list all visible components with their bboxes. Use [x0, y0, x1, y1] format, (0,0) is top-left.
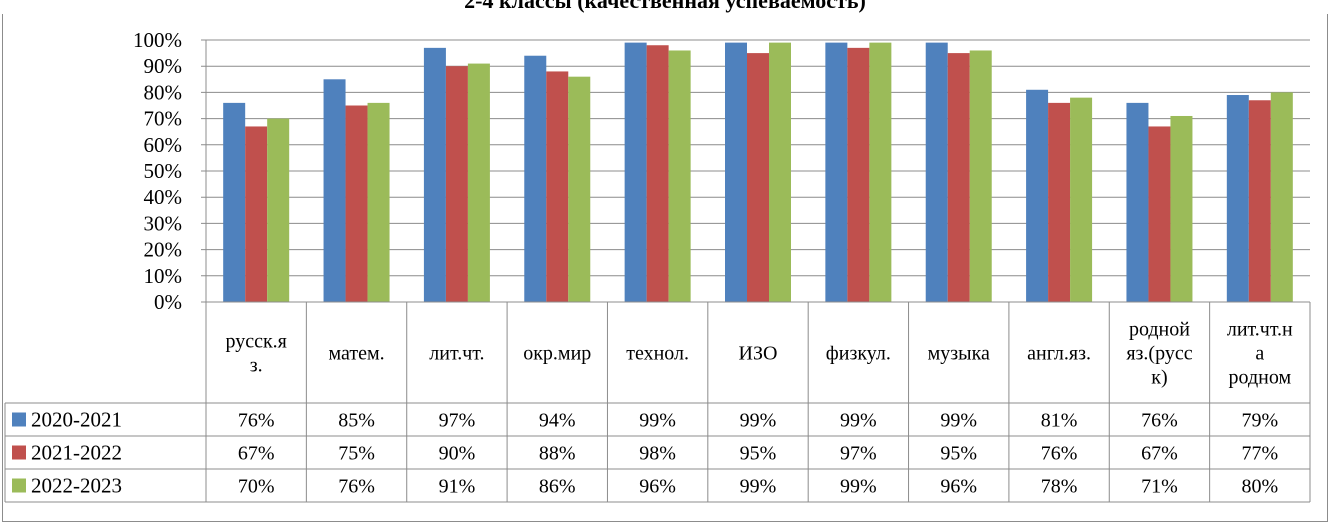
bar — [1248, 100, 1271, 302]
data-table-value: 85% — [338, 410, 375, 432]
bar — [467, 63, 490, 302]
bar — [423, 47, 446, 302]
data-table-value: 99% — [740, 410, 777, 432]
bar — [747, 53, 769, 302]
data-table-value: 98% — [639, 443, 676, 465]
bar — [847, 47, 870, 302]
bar — [825, 42, 848, 303]
category-label: родной яз.(русс к) — [1126, 319, 1192, 389]
data-table-value: 96% — [639, 476, 676, 498]
bar — [524, 55, 547, 302]
bar — [223, 102, 246, 302]
data-table-value: 97% — [439, 410, 476, 432]
data-table-value: 99% — [840, 476, 877, 498]
legend-label: 2021-2022 — [31, 441, 122, 465]
bar — [345, 105, 368, 302]
y-tick-label: 0% — [154, 290, 182, 314]
data-table-value: 99% — [840, 410, 877, 432]
data-table-value: 80% — [1241, 476, 1278, 498]
bar — [546, 71, 569, 302]
data-table-value: 91% — [439, 476, 476, 498]
bar — [1270, 92, 1293, 303]
legend-label: 2020-2021 — [31, 408, 122, 432]
bar — [1026, 89, 1049, 302]
bar — [245, 126, 268, 303]
data-table-value: 78% — [1041, 476, 1078, 498]
y-tick-label: 60% — [144, 133, 183, 157]
bar — [323, 79, 346, 302]
bar — [568, 76, 591, 303]
legend-swatch — [12, 445, 26, 460]
bar — [1048, 102, 1071, 302]
data-table-value: 70% — [238, 476, 275, 498]
data-table-value: 97% — [840, 443, 877, 465]
bar — [668, 50, 691, 303]
category-label: ИЗО — [739, 343, 778, 365]
legend-swatch — [12, 478, 26, 493]
chart-title: 2-4 классы (качественная успеваемость) — [464, 0, 866, 13]
y-tick-label: 80% — [144, 80, 183, 104]
category-label: технол. — [626, 343, 689, 365]
bar — [1148, 126, 1171, 303]
y-tick-label: 30% — [144, 211, 183, 235]
bar — [1170, 115, 1193, 302]
y-tick-label: 90% — [144, 54, 183, 78]
bar — [947, 53, 970, 302]
data-table-value: 81% — [1041, 410, 1078, 432]
data-table-value: 95% — [740, 443, 777, 465]
category-label: окр.мир — [523, 343, 591, 365]
data-table-value: 99% — [740, 476, 777, 498]
category-label: физкул. — [826, 343, 891, 365]
bar — [646, 45, 669, 303]
legend-label: 2022-2023 — [31, 474, 122, 498]
data-table-value: 67% — [1141, 443, 1178, 465]
data-table-value: 88% — [539, 443, 576, 465]
chart-frame — [2, 14, 1328, 522]
data-table-value: 90% — [439, 443, 476, 465]
data-table-value: 76% — [338, 476, 375, 498]
category-label: музыка — [928, 343, 990, 365]
data-table-value: 76% — [1041, 443, 1078, 465]
category-label: русск.я з. — [225, 331, 286, 377]
category-label: лит.чт.н а родном — [1227, 319, 1293, 389]
bar — [624, 42, 647, 303]
data-table-value: 96% — [940, 476, 977, 498]
data-table-value: 95% — [940, 443, 977, 465]
y-tick-label: 50% — [144, 159, 183, 183]
bar — [1226, 95, 1249, 303]
bar — [925, 42, 948, 303]
category-label: англ.яз. — [1027, 343, 1091, 365]
y-tick-label: 70% — [144, 107, 183, 131]
bar — [367, 102, 390, 302]
category-label: матем. — [328, 343, 384, 365]
bar — [725, 42, 747, 303]
data-table-value: 86% — [539, 476, 576, 498]
category-label: лит.чт. — [429, 343, 484, 365]
bar — [769, 42, 791, 303]
data-table-value: 79% — [1241, 410, 1278, 432]
bar — [869, 42, 892, 303]
bar — [969, 50, 992, 303]
bar — [1070, 97, 1093, 302]
y-tick-label: 20% — [144, 238, 183, 262]
data-table-value: 99% — [940, 410, 977, 432]
data-table-value: 67% — [238, 443, 275, 465]
data-table-value: 76% — [238, 410, 275, 432]
data-table-value: 75% — [338, 443, 375, 465]
data-table-value: 71% — [1141, 476, 1178, 498]
data-table-value: 77% — [1241, 443, 1278, 465]
data-table-value: 76% — [1141, 410, 1178, 432]
legend-swatch — [12, 412, 26, 427]
bar — [267, 118, 290, 302]
data-table-value: 94% — [539, 410, 576, 432]
data-table-value: 99% — [639, 410, 676, 432]
bar — [445, 66, 468, 302]
bar — [1126, 102, 1149, 302]
y-tick-label: 10% — [144, 264, 183, 288]
y-tick-label: 40% — [144, 185, 183, 209]
y-tick-label: 100% — [133, 28, 182, 52]
